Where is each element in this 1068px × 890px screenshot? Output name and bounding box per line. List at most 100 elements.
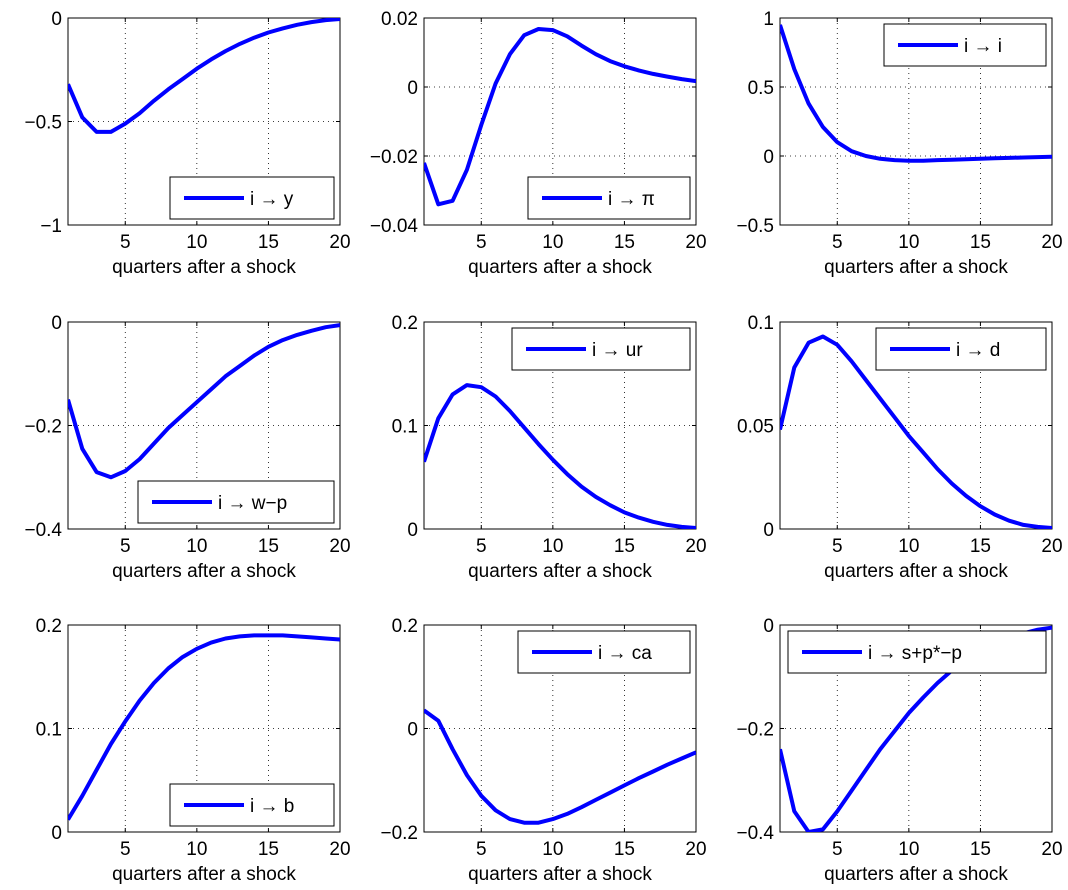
y-tick-label: 1 xyxy=(763,9,774,30)
x-tick-label: 15 xyxy=(614,536,635,557)
x-tick-label: 10 xyxy=(898,839,919,860)
x-axis-label: quarters after a shock xyxy=(112,561,296,582)
legend-label: i → d xyxy=(956,340,1000,361)
chart-panel-9: 5 10 15 20 0 −0.2 −0.4 quarters after a shock i … xyxy=(736,616,1062,885)
legend-label: i → y xyxy=(250,189,294,210)
y-tick-label: −1 xyxy=(40,216,62,237)
x-tick-label: 5 xyxy=(120,536,131,557)
x-tick-label: 5 xyxy=(832,839,843,860)
y-tick-label: −0.2 xyxy=(24,417,62,438)
x-tick-label: 10 xyxy=(542,536,563,557)
x-tick-label: 20 xyxy=(685,536,706,557)
y-tick-label: 0.02 xyxy=(381,9,418,30)
x-tick-label: 10 xyxy=(898,536,919,557)
y-tick-label: −0.5 xyxy=(736,216,774,237)
x-tick-label: 10 xyxy=(542,839,563,860)
x-axis-label: quarters after a shock xyxy=(824,257,1008,278)
x-tick-label: 15 xyxy=(614,839,635,860)
series-line xyxy=(780,334,1052,529)
x-tick-label: 5 xyxy=(120,839,131,860)
legend-label: i → i xyxy=(964,36,1002,57)
legend: i → i xyxy=(883,23,1047,67)
legend: i → π xyxy=(527,176,691,220)
y-tick-label: −0.04 xyxy=(370,216,419,237)
legend: i → ca xyxy=(517,630,691,674)
x-tick-label: 20 xyxy=(1041,232,1062,253)
chart-panel-4: 5 10 15 20 0 −0.2 −0.4 quarters after a shock i … xyxy=(24,313,350,582)
y-tick-label: 0 xyxy=(51,313,62,334)
x-tick-label: 20 xyxy=(685,839,706,860)
y-tick-label: 0 xyxy=(763,520,774,541)
y-tick-label: 0.2 xyxy=(392,313,418,334)
x-tick-label: 5 xyxy=(476,536,487,557)
legend-label: i → b xyxy=(250,796,294,817)
series-line xyxy=(68,633,340,821)
legend-label: i → ur xyxy=(592,340,643,361)
x-tick-label: 15 xyxy=(970,839,991,860)
x-axis-label: quarters after a shock xyxy=(468,864,652,885)
chart-panel-6: 5 10 15 20 0.1 0.05 0 quarters after a shock i →… xyxy=(737,313,1063,582)
legend: i → w−p xyxy=(137,480,335,524)
legend-label: i → π xyxy=(608,189,655,210)
chart-panel-5: 5 10 15 20 0.2 0.1 0 quarters after a shock i → … xyxy=(392,313,707,582)
x-tick-label: 5 xyxy=(832,536,843,557)
y-tick-label: 0.5 xyxy=(748,78,774,99)
x-tick-label: 10 xyxy=(186,536,207,557)
chart-panel-7: 5 10 15 20 0.2 0.1 0 quarters after a shock i → … xyxy=(36,616,351,885)
y-tick-label: 0 xyxy=(51,9,62,30)
x-tick-label: 10 xyxy=(186,839,207,860)
x-tick-label: 10 xyxy=(542,232,563,253)
x-tick-label: 15 xyxy=(258,536,279,557)
y-tick-label: 0.2 xyxy=(36,616,62,637)
x-axis-label: quarters after a shock xyxy=(824,864,1008,885)
legend-label: i → s+p*−p xyxy=(868,643,962,664)
x-tick-label: 15 xyxy=(614,232,635,253)
legend-label: i → w−p xyxy=(218,493,287,514)
x-tick-label: 20 xyxy=(329,839,350,860)
series-line xyxy=(68,18,340,134)
x-tick-label: 5 xyxy=(832,232,843,253)
x-axis-label: quarters after a shock xyxy=(112,257,296,278)
y-tick-label: −0.4 xyxy=(24,520,62,541)
series-line xyxy=(780,24,1052,163)
series-line xyxy=(68,323,340,480)
chart-panel-2: 5 10 15 20 0.02 0 −0.02 −0.04 quarters after a s… xyxy=(370,9,707,278)
x-tick-label: 15 xyxy=(970,232,991,253)
legend: i → b xyxy=(169,783,335,827)
y-tick-label: 0.1 xyxy=(748,313,774,334)
y-tick-label: 0 xyxy=(407,520,418,541)
series-line xyxy=(424,708,696,825)
y-tick-label: −0.5 xyxy=(24,113,62,134)
x-tick-label: 15 xyxy=(258,839,279,860)
x-tick-label: 5 xyxy=(120,232,131,253)
legend-box xyxy=(137,480,335,524)
y-tick-label: 0 xyxy=(763,616,774,637)
x-tick-label: 10 xyxy=(186,232,207,253)
y-tick-label: 0.05 xyxy=(737,417,774,438)
x-tick-label: 20 xyxy=(685,232,706,253)
x-tick-label: 10 xyxy=(898,232,919,253)
legend-label: i → ca xyxy=(598,643,652,664)
x-tick-label: 5 xyxy=(476,232,487,253)
x-tick-label: 20 xyxy=(1041,536,1062,557)
x-tick-label: 20 xyxy=(329,232,350,253)
chart-panel-8: 5 10 15 20 0.2 0 −0.2 quarters after a shock i →… xyxy=(380,616,706,885)
y-tick-label: 0 xyxy=(407,78,418,99)
y-tick-label: −0.02 xyxy=(370,147,418,168)
chart-panel-3: 5 10 15 20 1 0.5 0 −0.5 quarters after a shock i … xyxy=(736,9,1062,278)
legend: i → y xyxy=(169,176,335,220)
x-axis-label: quarters after a shock xyxy=(468,257,652,278)
x-axis-label: quarters after a shock xyxy=(468,561,652,582)
x-tick-label: 5 xyxy=(476,839,487,860)
x-tick-label: 15 xyxy=(258,232,279,253)
y-tick-label: 0.1 xyxy=(36,720,62,741)
x-tick-label: 15 xyxy=(970,536,991,557)
series-line xyxy=(424,383,696,529)
x-tick-label: 20 xyxy=(1041,839,1062,860)
legend: i → ur xyxy=(511,327,691,371)
y-tick-label: 0 xyxy=(51,823,62,844)
y-tick-label: 0 xyxy=(407,720,418,741)
y-tick-label: 0 xyxy=(763,147,774,168)
y-tick-label: 0.1 xyxy=(392,417,418,438)
